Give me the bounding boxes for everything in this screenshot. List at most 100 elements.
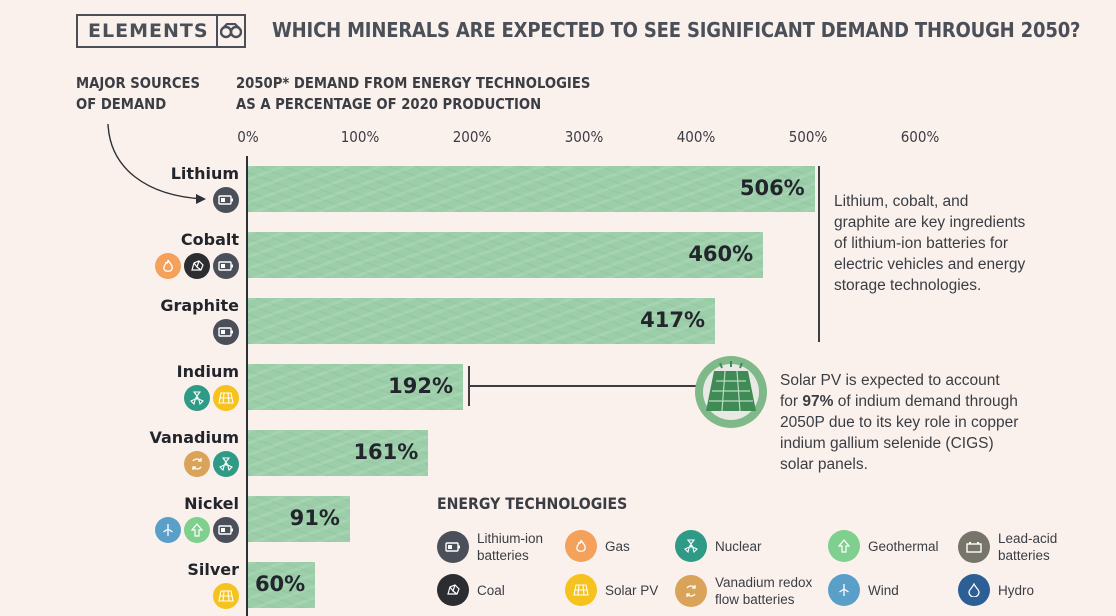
coal-icon: [184, 253, 210, 279]
solar-note-line: 2050P due to its key role in copper: [780, 414, 1019, 431]
axis-title-line2: AS A PERCENTAGE OF 2020 PRODUCTION: [236, 95, 542, 113]
solar-note-highlight: 97%: [802, 393, 834, 410]
bar-value-label: 417%: [640, 308, 706, 332]
mineral-name: Cobalt: [180, 230, 239, 249]
legend-label: Lead-acid batteries: [998, 530, 1057, 564]
coal-icon: [437, 574, 469, 606]
hydro-icon: [958, 574, 990, 606]
vanadium-redox-flow-batteries-icon: [184, 451, 210, 477]
demand-source-icons: [79, 451, 239, 477]
sources-label-line1: MAJOR SOURCES: [76, 74, 201, 92]
y-axis-line: [246, 156, 248, 616]
battery-note-line: storage technologies.: [834, 277, 982, 294]
x-tick-label: 100%: [340, 128, 380, 146]
bar-graphite: [248, 298, 716, 344]
mineral-name: Silver: [187, 560, 239, 579]
bar-indium: [248, 364, 464, 410]
solar-pv-icon: [213, 385, 239, 411]
lithium-ion-batteries-icon: [213, 319, 239, 345]
x-tick-label: 400%: [676, 128, 716, 146]
x-tick-label: 600%: [900, 128, 940, 146]
legend-label-line1: Nuclear: [715, 538, 762, 554]
x-tick-label: 200%: [452, 128, 492, 146]
legend-label: Solar PV: [605, 582, 658, 599]
legend-label-line1: Hydro: [998, 582, 1035, 598]
wind-icon: [155, 517, 181, 543]
bar-value-label: 506%: [739, 176, 805, 200]
demand-source-icons: [79, 187, 239, 213]
brand-name: ELEMENTS: [88, 20, 209, 42]
legend-item-coal: Coal: [437, 574, 505, 606]
brand-divider: [216, 16, 218, 46]
mineral-name: Lithium: [170, 164, 239, 183]
solar-note: Solar PV is expected to account for 97% …: [780, 370, 1018, 475]
legend-item-lithium-ion-batteries: Lithium-ion batteries: [437, 530, 543, 564]
legend-label-line1: Wind: [868, 582, 899, 598]
axis-title-line1: 2050P* DEMAND FROM ENERGY TECHNOLOGIES: [236, 74, 591, 92]
bar-value-label: 460%: [688, 242, 754, 266]
lead-acid-batteries-icon: [958, 531, 990, 563]
legend-label-line1: Geothermal: [868, 538, 939, 554]
battery-note-line: electric vehicles and energy: [834, 256, 1026, 273]
solar-note-post: of indium demand through: [833, 393, 1018, 410]
legend-item-geothermal: Geothermal: [828, 530, 939, 562]
legend-item-wind: Wind: [828, 574, 899, 606]
legend-label-line2: batteries: [477, 548, 529, 563]
legend-label-line1: Solar PV: [605, 582, 659, 598]
sources-label-line2: OF DEMAND: [76, 95, 167, 113]
legend-item-nuclear: Nuclear: [675, 530, 762, 562]
page-title: WHICH MINERALS ARE EXPECTED TO SEE SIGNI…: [272, 18, 1081, 42]
legend-item-hydro: Hydro: [958, 574, 1034, 606]
mineral-name: Indium: [176, 362, 239, 381]
solar-note-line: solar panels.: [780, 456, 868, 473]
nuclear-icon: [184, 385, 210, 411]
battery-note-bracket: [818, 166, 820, 342]
battery-note-line: of lithium-ion batteries for: [834, 235, 1009, 252]
bar-value-label: 161%: [353, 440, 419, 464]
solar-note-pre: for: [780, 393, 803, 410]
legend-label-line1: Coal: [477, 582, 505, 598]
legend-label: Wind: [868, 582, 899, 599]
x-tick-label: 300%: [564, 128, 604, 146]
legend-item-vanadium-redox-flow-batteries: Vanadium redox flow batteries: [675, 574, 812, 608]
demand-source-icons: [79, 517, 239, 543]
bar-lithium: [248, 166, 815, 212]
bar-cobalt: [248, 232, 764, 278]
solar-pv-icon: [565, 574, 597, 606]
legend-label-line2: batteries: [998, 548, 1050, 563]
lithium-ion-batteries-icon: [213, 253, 239, 279]
bar-value-label: 60%: [254, 572, 306, 596]
bar-vanadium: [248, 430, 429, 476]
solar-pv-icon: [213, 583, 239, 609]
solar-note-line1: Solar PV is expected to account: [780, 372, 1000, 389]
x-tick-label: 500%: [788, 128, 828, 146]
legend-label-line1: Lithium-ion: [477, 531, 544, 546]
geothermal-icon: [828, 530, 860, 562]
sources-arrow: [107, 123, 206, 204]
vanadium-redox-flow-batteries-icon: [675, 575, 707, 607]
legend-item-solar-pv: Solar PV: [565, 574, 658, 606]
legend-label: Vanadium redox flow batteries: [715, 574, 812, 608]
gas-icon: [565, 530, 597, 562]
bar-value-label: 192%: [388, 374, 454, 398]
legend-label: Hydro: [998, 582, 1034, 599]
mineral-name: Vanadium: [149, 428, 240, 447]
legend-title: ENERGY TECHNOLOGIES: [437, 494, 628, 513]
demand-source-icons: [79, 583, 239, 609]
sources-label: MAJOR SOURCES OF DEMAND: [76, 73, 200, 115]
lithium-ion-batteries-icon: [213, 187, 239, 213]
legend-label: Gas: [605, 538, 630, 555]
legend-label-line2: flow batteries: [715, 592, 795, 607]
brand-logo-box: ELEMENTS: [76, 14, 246, 48]
legend-label: Coal: [477, 582, 505, 599]
bar-nickel: [248, 496, 350, 542]
lithium-ion-batteries-icon: [213, 517, 239, 543]
mineral-name: Nickel: [184, 494, 239, 513]
demand-source-icons: [79, 319, 239, 345]
bar-value-label: 91%: [289, 506, 340, 530]
mineral-name: Graphite: [160, 296, 239, 315]
binoculars-icon: [218, 23, 244, 39]
legend-label-line1: Gas: [605, 538, 630, 554]
solar-note-line: indium gallium selenide (CIGS): [780, 435, 994, 452]
battery-note-line: Lithium, cobalt, and: [834, 193, 969, 210]
